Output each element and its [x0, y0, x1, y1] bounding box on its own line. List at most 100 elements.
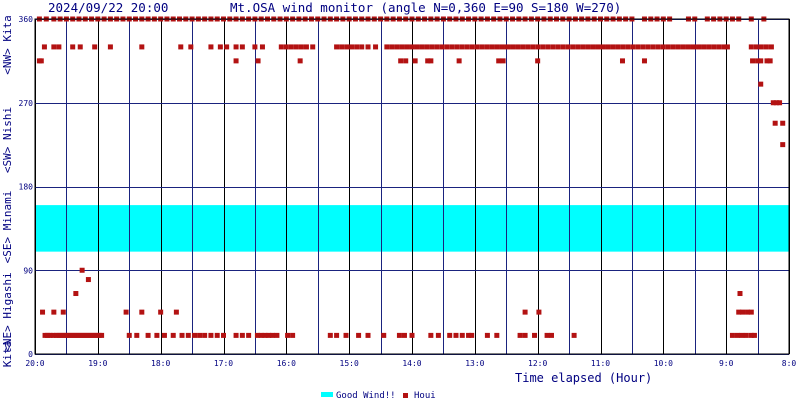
houi-point [655, 44, 661, 50]
houi-point [454, 44, 460, 50]
houi-point [396, 332, 402, 338]
houi-point [197, 332, 203, 338]
houi-point [89, 332, 95, 338]
houi-point [38, 58, 44, 64]
houi-point [780, 142, 786, 148]
houi-point [99, 332, 105, 338]
houi-point [496, 58, 502, 64]
houi-point [494, 332, 500, 338]
houi-point [354, 44, 360, 50]
houi-point [464, 44, 470, 50]
houi-point [641, 58, 647, 64]
houi-point [706, 44, 712, 50]
houi-point [398, 58, 404, 64]
y-direction-label: Kita [1, 341, 14, 368]
houi-point [208, 44, 214, 50]
houi-point [139, 309, 145, 315]
houi-point [447, 332, 453, 338]
houi-point [254, 332, 260, 338]
houi-point [499, 44, 505, 50]
houi-point [489, 44, 495, 50]
x-tick-label: 8:0 [782, 359, 797, 368]
houi-point [767, 58, 773, 64]
houi-point [384, 44, 390, 50]
houi-point [750, 58, 756, 64]
houi-point [274, 332, 280, 338]
houi-point [745, 309, 751, 315]
houi-point [758, 44, 764, 50]
plot-border [34, 18, 790, 355]
houi-point [645, 44, 651, 50]
x-tick-label: 16:0 [277, 359, 296, 368]
houi-point [580, 44, 586, 50]
legend-houi-label: Houi [414, 391, 436, 400]
legend: Good Wind!! Houi [321, 391, 436, 400]
houi-point [92, 44, 98, 50]
houi-point [701, 44, 707, 50]
houi-point [412, 58, 418, 64]
houi-point [258, 332, 264, 338]
houi-point [73, 332, 79, 338]
houi-point [670, 44, 676, 50]
chart-title: Mt.OSA wind monitor (angle N=0,360 E=90 … [230, 0, 621, 15]
houi-point [221, 332, 226, 338]
houi-point [459, 332, 465, 338]
houi-point [469, 332, 475, 338]
houi-point [748, 332, 754, 338]
houi-point [772, 120, 778, 126]
houi-point [610, 44, 616, 50]
houi-point [550, 44, 556, 50]
houi-point [494, 44, 500, 50]
houi-point [404, 44, 410, 50]
houi-point [736, 309, 742, 315]
houi-point [239, 44, 245, 50]
houi-point [310, 44, 316, 50]
x-tick-label: 12:0 [528, 359, 547, 368]
houi-point [536, 309, 542, 315]
houi-point [680, 44, 686, 50]
y-axis-direction-labels: Kita<NE> Higashi <SE> Minami <SW> Nishi <NW… [1, 15, 14, 367]
houi-point [56, 332, 62, 338]
houi-point [394, 44, 400, 50]
houi-point [453, 332, 459, 338]
houi-point [41, 44, 47, 50]
houi-point [298, 44, 304, 50]
x-tick-label: 18:0 [151, 359, 170, 368]
houi-point [515, 44, 521, 50]
x-tick-label: 19:0 [88, 359, 107, 368]
houi-point [285, 332, 291, 338]
houi-point [77, 44, 83, 50]
houi-point [73, 291, 79, 297]
houi-point [290, 332, 296, 338]
houi-point [40, 309, 46, 315]
houi-point [737, 291, 743, 297]
houi-point [424, 44, 430, 50]
houi-point [45, 332, 51, 338]
houi-point [262, 332, 268, 338]
houi-point [56, 44, 62, 50]
houi-point [428, 332, 434, 338]
y-direction-label: <NE> Higashi [1, 272, 14, 351]
houi-point [107, 44, 113, 50]
houi-point [42, 332, 48, 338]
houi-point [748, 44, 754, 50]
houi-point [252, 44, 258, 50]
houi-point [145, 332, 151, 338]
houi-point [428, 58, 434, 64]
houi-point [84, 332, 90, 338]
houi-point [724, 44, 730, 50]
x-axis-label: Time elapsed (Hour) [515, 371, 652, 385]
houi-point [540, 44, 546, 50]
houi-point [419, 44, 425, 50]
houi-point [51, 309, 57, 315]
houi-point [71, 332, 77, 338]
houi-point [86, 332, 92, 338]
houi-point [768, 44, 774, 50]
houi-point [620, 44, 626, 50]
legend-good-wind-label: Good Wind!! [336, 391, 396, 400]
houi-point [479, 44, 485, 50]
x-tick-label: 11:0 [591, 359, 610, 368]
houi-point [399, 44, 405, 50]
legend-good-wind-swatch [321, 392, 333, 397]
y-tick-label: 180 [19, 183, 34, 192]
